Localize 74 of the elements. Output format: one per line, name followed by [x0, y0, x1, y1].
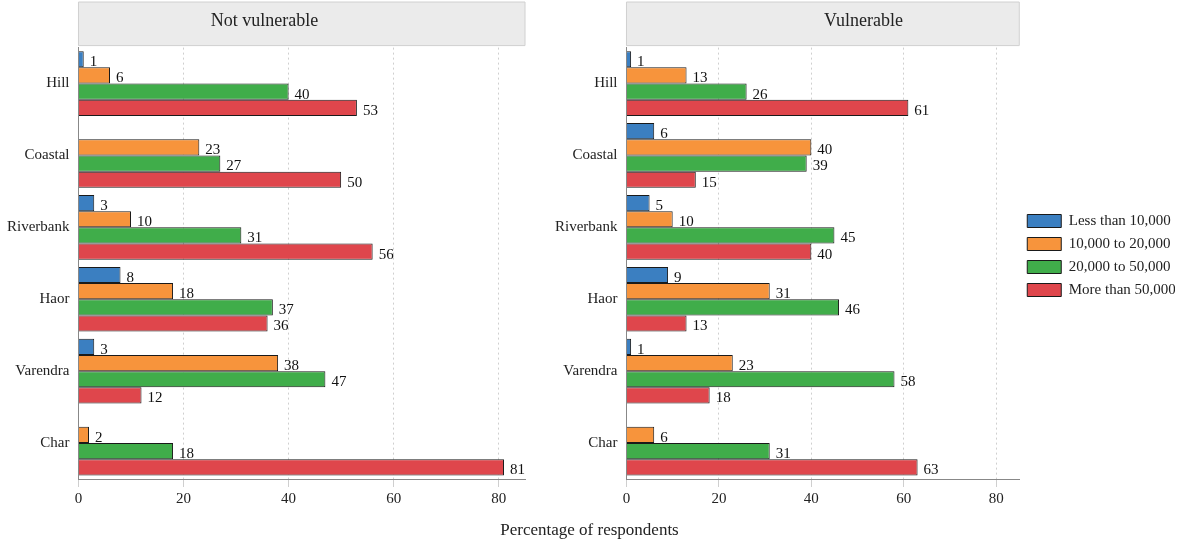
data-label: 6 [116, 69, 124, 86]
data-label: 2 [94, 428, 103, 445]
data-label: 39 [812, 157, 828, 174]
legend-label: More than 50,000 [1068, 280, 1176, 297]
chart-title: Vulnerable [824, 9, 903, 30]
data-label: 50 [347, 173, 363, 190]
data-label: 1 [637, 340, 645, 357]
y-tick-label: Riverbank [555, 218, 618, 235]
data-label: 31 [247, 229, 263, 246]
data-label: 9 [674, 268, 682, 285]
x-tick-label: 0 [622, 489, 631, 506]
data-label: 12 [147, 389, 163, 406]
data-label: 13 [692, 317, 708, 334]
data-label: 46 [845, 301, 861, 318]
y-tick-label: Char [40, 433, 70, 450]
y-tick-label: Coastal [24, 146, 70, 163]
data-label: 10 [678, 213, 694, 230]
data-label: 23 [738, 357, 754, 373]
data-label: 61 [914, 101, 930, 118]
data-label: 81 [509, 461, 525, 478]
data-label: 38 [284, 357, 300, 373]
data-label: 3 [100, 197, 108, 214]
chart-title: Not vulnerable [210, 9, 319, 30]
data-label: 3 [100, 340, 108, 357]
data-label: 18 [715, 389, 731, 406]
data-label: 18 [179, 445, 195, 462]
data-label: 15 [701, 173, 717, 190]
y-tick-label: Hill [46, 74, 70, 91]
x-tick-label: 60 [386, 489, 402, 506]
y-tick-label: Varendra [563, 362, 618, 379]
data-label: 1 [637, 53, 645, 70]
x-tick-label: 80 [491, 489, 507, 506]
data-label: 5 [655, 197, 664, 214]
x-tick-label: 80 [988, 489, 1004, 506]
x-axis-title: Percentage of respondents [499, 520, 680, 540]
y-tick-label: Riverbank [7, 218, 70, 235]
data-label: 56 [378, 245, 395, 262]
data-label: 31 [775, 285, 791, 302]
x-tick-label: 0 [74, 489, 83, 506]
x-tick-label: 60 [896, 489, 912, 506]
legend-label: Less than 10,000 [1068, 211, 1171, 228]
x-tick-label: 40 [803, 489, 819, 506]
data-label: 63 [923, 461, 939, 478]
data-label: 26 [752, 85, 769, 102]
data-label: 40 [294, 85, 310, 102]
y-tick-label: Haor [39, 290, 70, 307]
x-tick-label: 40 [281, 489, 297, 506]
legend-label: 10,000 to 20,000 [1068, 234, 1171, 251]
data-label: 37 [278, 301, 295, 318]
data-label: 36 [273, 317, 290, 334]
y-tick-label: Char [588, 433, 618, 450]
y-tick-label: Hill [594, 74, 618, 91]
data-label: 6 [660, 125, 669, 142]
data-label: 40 [817, 141, 833, 158]
data-label: 13 [692, 69, 708, 86]
data-label: 1 [89, 53, 98, 70]
data-label: 23 [205, 141, 221, 158]
data-label: 58 [900, 373, 916, 390]
data-label: 45 [840, 229, 856, 246]
data-label: 27 [226, 157, 242, 174]
data-label: 40 [817, 245, 833, 262]
legend-label: 20,000 to 50,000 [1068, 257, 1171, 274]
y-tick-label: Haor [587, 290, 618, 307]
data-label: 6 [660, 428, 669, 445]
data-label: 31 [775, 445, 791, 462]
y-tick-label: Coastal [572, 146, 618, 163]
x-tick-label: 20 [711, 489, 727, 506]
y-tick-label: Varendra [15, 362, 70, 379]
data-label: 53 [362, 101, 378, 118]
data-label: 10 [137, 213, 153, 230]
data-label: 8 [126, 268, 135, 285]
data-label: 18 [179, 285, 195, 302]
data-label: 47 [331, 373, 347, 390]
x-tick-label: 20 [176, 489, 192, 506]
